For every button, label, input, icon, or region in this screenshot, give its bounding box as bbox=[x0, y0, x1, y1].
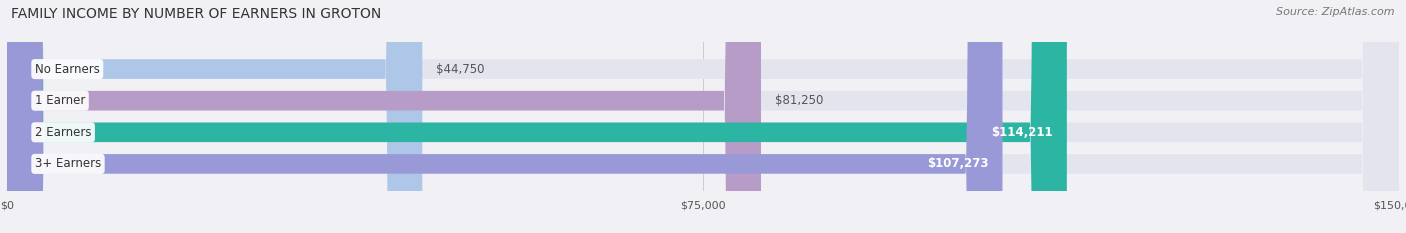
Text: $114,211: $114,211 bbox=[991, 126, 1053, 139]
Text: $81,250: $81,250 bbox=[775, 94, 824, 107]
Text: $44,750: $44,750 bbox=[436, 63, 485, 76]
Text: 2 Earners: 2 Earners bbox=[35, 126, 91, 139]
Text: No Earners: No Earners bbox=[35, 63, 100, 76]
Text: FAMILY INCOME BY NUMBER OF EARNERS IN GROTON: FAMILY INCOME BY NUMBER OF EARNERS IN GR… bbox=[11, 7, 381, 21]
FancyBboxPatch shape bbox=[7, 0, 1067, 233]
FancyBboxPatch shape bbox=[7, 0, 1002, 233]
FancyBboxPatch shape bbox=[7, 0, 761, 233]
Text: Source: ZipAtlas.com: Source: ZipAtlas.com bbox=[1277, 7, 1395, 17]
Text: 1 Earner: 1 Earner bbox=[35, 94, 86, 107]
Text: 3+ Earners: 3+ Earners bbox=[35, 157, 101, 170]
Text: $107,273: $107,273 bbox=[927, 157, 988, 170]
FancyBboxPatch shape bbox=[7, 0, 1399, 233]
FancyBboxPatch shape bbox=[7, 0, 1399, 233]
FancyBboxPatch shape bbox=[7, 0, 1399, 233]
FancyBboxPatch shape bbox=[7, 0, 1399, 233]
FancyBboxPatch shape bbox=[7, 0, 422, 233]
